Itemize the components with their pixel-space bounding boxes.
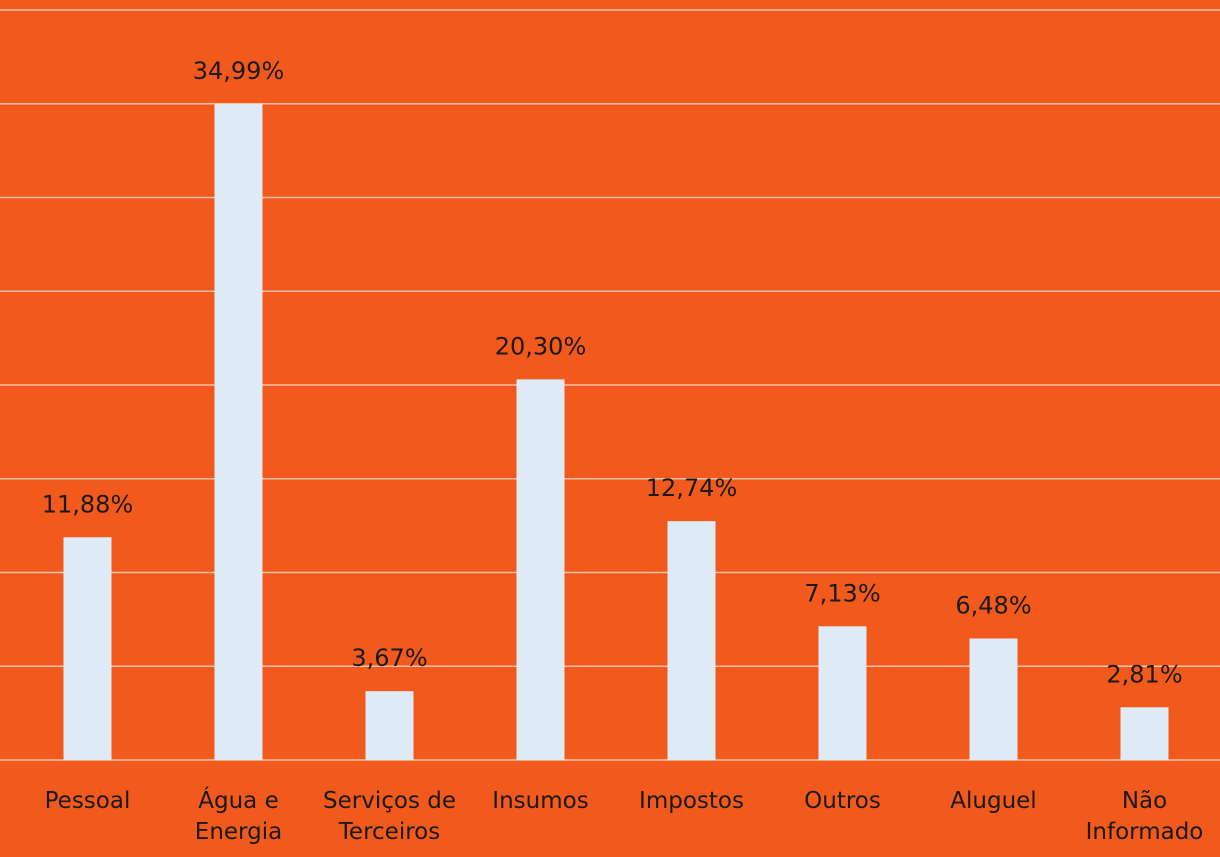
data-label: 11,88% <box>42 490 134 518</box>
bar <box>1120 707 1169 760</box>
bar <box>214 103 263 760</box>
data-label: 12,74% <box>646 474 738 502</box>
x-tick-label: Aluguel <box>950 788 1037 814</box>
data-label: 2,81% <box>1106 660 1182 688</box>
data-label: 6,48% <box>955 592 1031 620</box>
bar <box>969 638 1018 760</box>
bar <box>667 521 716 760</box>
x-tick-label: Outros <box>804 788 881 814</box>
x-tick-label: Não Informado <box>1085 788 1204 845</box>
x-tick-label: Insumos <box>492 788 589 814</box>
x-tick-label: Impostos <box>639 788 744 814</box>
x-tick-label: Água e Energia <box>194 788 283 845</box>
data-label: 34,99% <box>193 57 285 85</box>
bar <box>516 379 565 760</box>
bar <box>63 537 112 760</box>
x-tick-label: Pessoal <box>44 788 131 814</box>
x-tick-label: Serviços de Terceiros <box>323 788 456 845</box>
data-label: 20,30% <box>495 332 587 360</box>
bar <box>365 691 414 760</box>
data-label: 3,67% <box>351 644 427 672</box>
bar <box>818 626 867 760</box>
data-label: 7,13% <box>804 579 880 607</box>
